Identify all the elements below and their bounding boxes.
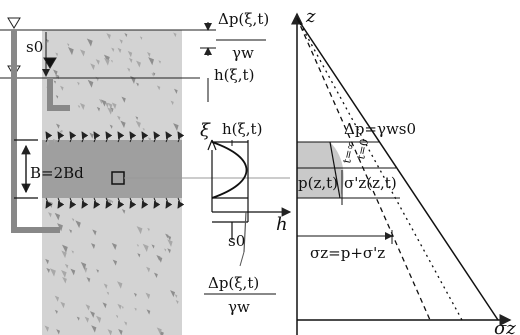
piezometer-tubes [11, 30, 70, 233]
bottom-fraction-link [239, 251, 245, 267]
head-label-right: h(ξ,t) [214, 66, 254, 84]
bottom-delta-p-numerator: Δp(ξ,t) [208, 274, 259, 292]
upper-sand-layer [42, 30, 182, 140]
effective-stress-label: σ'z(z,t) [344, 174, 397, 192]
layer-thickness-dimension [14, 139, 38, 199]
sigma-z-axis-label: σz [494, 318, 516, 335]
head-label-small: h(ξ,t) [222, 120, 262, 138]
delta-p-equation: Δp=γws0 [344, 120, 416, 138]
total-stress-equation: σz=p+σ'z [310, 244, 385, 262]
t-zero-label: t=0 [354, 138, 371, 161]
top-delta-p-numerator: Δp(ξ,t) [218, 10, 269, 28]
top-pressure-dimension [200, 22, 266, 102]
layer-thickness-label: B=2Bd [30, 164, 84, 182]
h-axis-label: h [276, 214, 288, 235]
total-stress-line [296, 17, 499, 321]
head-profile [207, 139, 292, 253]
z-axis-label: z [305, 6, 316, 27]
soil-texture [44, 32, 179, 335]
bottom-delta-p-denominator: γw [228, 298, 250, 316]
stress-diagram [291, 12, 512, 335]
pore-pressure-label: p(z,t) [298, 174, 338, 192]
effective-stress-initial [296, 17, 431, 321]
top-delta-p-denominator: γw [232, 44, 254, 62]
drainage-arrows [45, 131, 185, 209]
clay-layer [42, 140, 182, 198]
xi-axis-label: ξ [200, 120, 211, 141]
t-infinity-label: t=∞ [340, 140, 357, 165]
soil-column [42, 30, 182, 335]
lower-sand-layer [42, 198, 182, 335]
s0-label-left: s0 [26, 38, 43, 56]
s0-label-bottom: s0 [228, 232, 245, 250]
